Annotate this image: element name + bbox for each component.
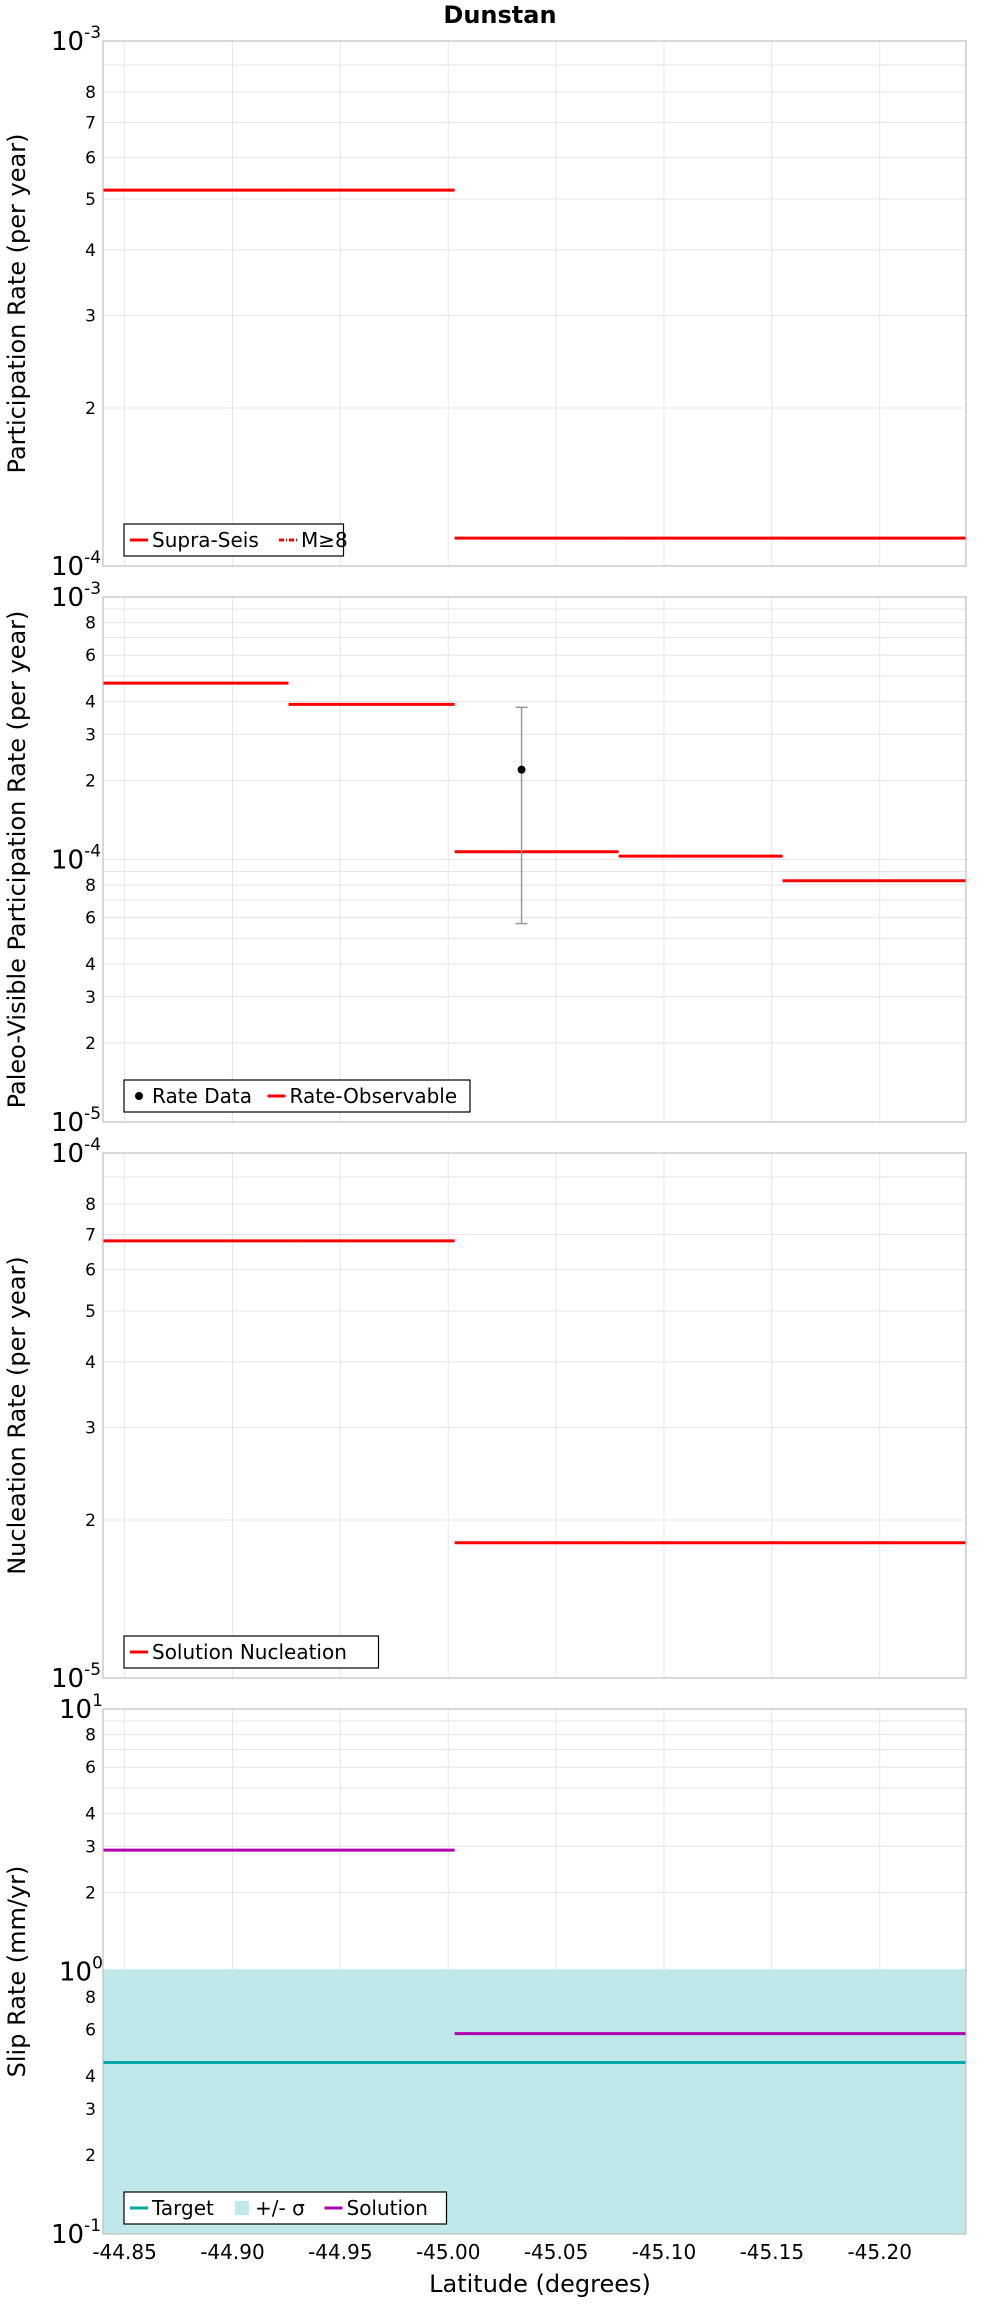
x-tick-label: -45.15 [740, 2240, 804, 2264]
y-tick-label-minor: 3 [85, 2100, 96, 2120]
y-tick-label-minor: 6 [85, 646, 96, 666]
chart-title: Dunstan [443, 1, 556, 29]
y-tick-label-minor: 3 [85, 988, 96, 1008]
y-tick-label-minor: 2 [85, 771, 96, 791]
y-axis-label: Participation Rate (per year) [3, 134, 31, 474]
y-tick-label-minor: 2 [85, 1034, 96, 1054]
y-tick-label-minor: 5 [85, 190, 96, 210]
rate-data-point [517, 765, 526, 774]
y-tick-label-minor: 2 [85, 1511, 96, 1531]
sigma-band [103, 1969, 966, 2234]
x-tick-label: -44.95 [308, 2240, 372, 2264]
x-tick-label: -45.05 [524, 2240, 588, 2264]
y-tick-label-minor: 6 [85, 148, 96, 168]
legend-label: Rate Data [152, 1084, 252, 1108]
legend-box [123, 1079, 471, 1113]
y-axis-label: Slip Rate (mm/yr) [3, 1866, 31, 2078]
y-tick-label-minor: 4 [85, 2067, 96, 2087]
plot-frame [102, 40, 967, 567]
y-tick-label-minor: 4 [85, 955, 96, 975]
y-tick-label-minor: 8 [85, 1725, 96, 1745]
plot-frame [102, 596, 967, 1123]
x-tick-label: -45.10 [632, 2240, 696, 2264]
legend-label: Solution [347, 2196, 428, 2220]
y-tick-label-minor: 8 [85, 876, 96, 896]
y-tick-label-major: 10-4 [51, 842, 101, 876]
panel-1: 2 3 4 5 6 7 8 10-4 10-3 Participation Rate (per y… [3, 23, 967, 582]
y-tick-label-major: 10-4 [51, 1135, 101, 1169]
legend-label: M≥8 [301, 528, 348, 552]
legend-swatch [235, 2201, 249, 2215]
plot-frame [102, 1708, 967, 2235]
y-tick-label-minor: 8 [85, 1195, 96, 1215]
y-tick-label-minor: 2 [85, 2146, 96, 2166]
x-axis-label: Latitude (degrees) [429, 2270, 651, 2298]
y-tick-label-minor: 7 [85, 1225, 96, 1245]
y-tick-label-minor: 6 [85, 1260, 96, 1280]
legend-box [123, 2191, 448, 2225]
legend-label: Solution Nucleation [152, 1640, 347, 1664]
y-tick-label-minor: 4 [85, 1353, 96, 1373]
x-tick-label: -45.00 [416, 2240, 480, 2264]
legend-label: Target [151, 2196, 214, 2220]
y-axis-label: Paleo-Visible Participation Rate (per ye… [3, 611, 31, 1109]
y-tick-label-minor: 6 [85, 1758, 96, 1778]
legend: Target +/- σ Solution [123, 2191, 448, 2225]
legend-label: Supra-Seis [152, 528, 259, 552]
legend-box [123, 1635, 380, 1669]
y-tick-label-major: 101 [59, 1691, 103, 1725]
legend: Supra-Seis M≥8 [123, 523, 348, 557]
legend-box [123, 523, 345, 557]
y-tick-label-major: 100 [59, 1954, 103, 1988]
legend-label: +/- σ [255, 2196, 305, 2220]
y-tick-label-minor: 6 [85, 2021, 96, 2041]
legend-label: Rate-Observable [290, 1084, 458, 1108]
y-tick-label-minor: 3 [85, 1837, 96, 1857]
panel-2: 2 3 4 6 8 2 3 4 6 8 10-5 10-4 10-3 Paleo-Visible Part… [3, 579, 967, 1138]
y-tick-label-major: 10-4 [51, 548, 101, 582]
x-tick-label: -44.85 [92, 2240, 156, 2264]
y-tick-label-major: 10-3 [51, 23, 101, 57]
y-tick-label-major: 10-1 [51, 2216, 101, 2250]
y-tick-label-minor: 3 [85, 725, 96, 745]
y-tick-label-minor: 5 [85, 1302, 96, 1322]
x-tick-label: -45.20 [847, 2240, 911, 2264]
y-tick-label-major: 10-3 [51, 579, 101, 613]
y-tick-label-major: 10-5 [51, 1660, 101, 1694]
y-tick-label-minor: 7 [85, 113, 96, 133]
y-tick-label-minor: 2 [85, 399, 96, 419]
y-tick-label-major: 10-5 [51, 1104, 101, 1138]
legend-dot [135, 1092, 143, 1100]
y-tick-label-minor: 3 [85, 307, 96, 327]
panel-3: 2 3 4 5 6 7 8 10-5 10-4 Nucleation Rate (per year… [3, 1135, 967, 1694]
y-tick-label-minor: 8 [85, 83, 96, 103]
y-tick-label-minor: 4 [85, 692, 96, 712]
legend: Solution Nucleation [123, 1635, 380, 1669]
panel-4: 2 3 4 6 8 2 3 4 6 8 10-1 100 101 Slip Rate (mm/yr) Tar… [3, 1691, 967, 2250]
y-tick-label-minor: 2 [85, 1883, 96, 1903]
y-tick-label-minor: 3 [85, 1419, 96, 1439]
y-tick-label-minor: 8 [85, 613, 96, 633]
legend-swatch [135, 1092, 143, 1100]
plot-frame [102, 1152, 967, 1679]
legend: Rate Data Rate-Observable [123, 1079, 471, 1113]
y-tick-label-minor: 8 [85, 1988, 96, 2008]
y-tick-label-minor: 4 [85, 241, 96, 261]
y-tick-label-minor: 4 [85, 1804, 96, 1824]
y-axis-label: Nucleation Rate (per year) [3, 1256, 31, 1575]
legend-band [235, 2201, 249, 2215]
x-tick-label: -44.90 [200, 2240, 264, 2264]
y-tick-label-minor: 6 [85, 909, 96, 929]
